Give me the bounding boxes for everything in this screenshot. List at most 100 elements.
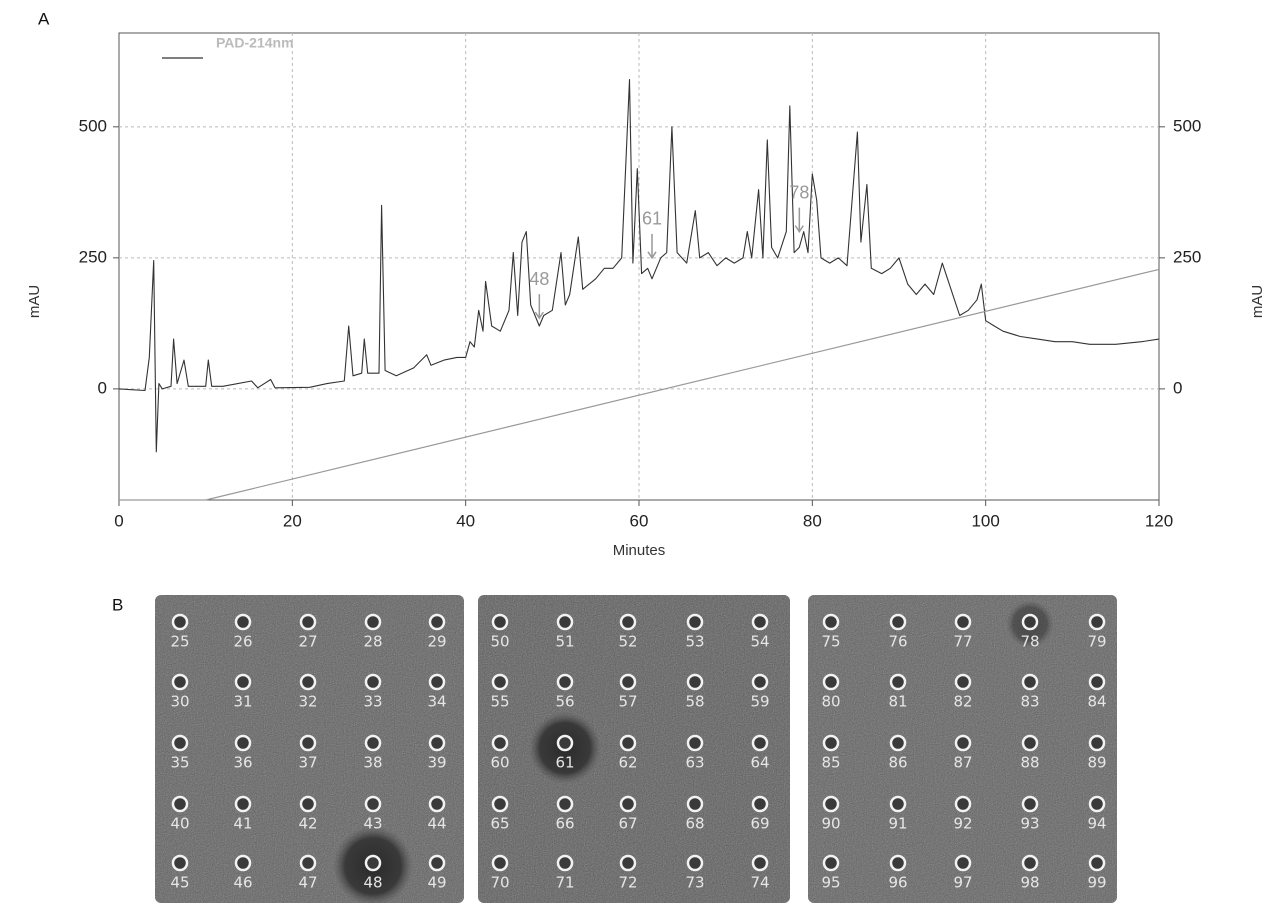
legend-label: PAD-214nm bbox=[216, 35, 294, 51]
well bbox=[751, 854, 769, 872]
plates: 25 26 27 28 29 30 31 32 33 34 35 36 37 38 39 40 41 42 43 44… bbox=[155, 595, 1117, 903]
well-number: 57 bbox=[618, 693, 637, 711]
well-number: 38 bbox=[363, 754, 382, 772]
well-number: 76 bbox=[888, 633, 907, 651]
plate bbox=[478, 595, 790, 903]
well bbox=[364, 613, 382, 631]
y2-axis-label: mAU bbox=[1249, 285, 1266, 318]
well-number: 32 bbox=[298, 693, 317, 711]
well-number: 39 bbox=[427, 754, 446, 772]
well bbox=[954, 795, 972, 813]
well-number: 90 bbox=[821, 815, 840, 833]
well-number: 96 bbox=[888, 874, 907, 892]
well bbox=[364, 673, 382, 691]
well bbox=[234, 673, 252, 691]
well-number: 98 bbox=[1020, 874, 1039, 892]
well-number: 81 bbox=[888, 693, 907, 711]
well bbox=[299, 673, 317, 691]
well bbox=[428, 854, 446, 872]
well-number: 91 bbox=[888, 815, 907, 833]
well bbox=[889, 854, 907, 872]
well-number: 66 bbox=[555, 815, 574, 833]
well bbox=[171, 673, 189, 691]
well-number: 42 bbox=[298, 815, 317, 833]
x-tick-label: 40 bbox=[456, 511, 475, 530]
well-number: 44 bbox=[427, 815, 446, 833]
well-number: 30 bbox=[170, 693, 189, 711]
well-number: 46 bbox=[233, 874, 252, 892]
x-tick-label: 60 bbox=[630, 511, 649, 530]
x-tick-label: 20 bbox=[283, 511, 302, 530]
well-number: 93 bbox=[1020, 815, 1039, 833]
well-number: 37 bbox=[298, 754, 317, 772]
well-number: 97 bbox=[953, 874, 972, 892]
x-tick-label: 120 bbox=[1145, 511, 1173, 530]
well bbox=[686, 795, 704, 813]
well-number: 54 bbox=[750, 633, 769, 651]
well bbox=[751, 673, 769, 691]
well-number: 99 bbox=[1087, 874, 1106, 892]
well bbox=[686, 673, 704, 691]
well bbox=[171, 613, 189, 631]
well bbox=[234, 613, 252, 631]
well-number: 87 bbox=[953, 754, 972, 772]
panel-label: A bbox=[38, 9, 50, 28]
well-number: 50 bbox=[490, 633, 509, 651]
well-number: 62 bbox=[618, 754, 637, 772]
plot-area: 0 20 40 60 80 100 120 0 250 500 0 250 500 Minutes mAU m… bbox=[26, 33, 1266, 559]
y2-tick-label: 500 bbox=[1173, 116, 1201, 135]
well bbox=[889, 613, 907, 631]
well-number: 31 bbox=[233, 693, 252, 711]
well-number: 56 bbox=[555, 693, 574, 711]
well-number: 27 bbox=[298, 633, 317, 651]
x-tick-label: 100 bbox=[971, 511, 999, 530]
well bbox=[556, 613, 574, 631]
well bbox=[954, 613, 972, 631]
well-number: 78 bbox=[1020, 633, 1039, 651]
well-number: 36 bbox=[233, 754, 252, 772]
well-number: 74 bbox=[750, 874, 769, 892]
well-number: 67 bbox=[618, 815, 637, 833]
well bbox=[171, 734, 189, 752]
well bbox=[954, 673, 972, 691]
well-number: 60 bbox=[490, 754, 509, 772]
well-number: 77 bbox=[953, 633, 972, 651]
well bbox=[1088, 673, 1106, 691]
well bbox=[1088, 613, 1106, 631]
well bbox=[491, 854, 509, 872]
well bbox=[686, 613, 704, 631]
well-number: 82 bbox=[953, 693, 972, 711]
well-number: 53 bbox=[685, 633, 704, 651]
well-number: 49 bbox=[427, 874, 446, 892]
well-number: 85 bbox=[821, 754, 840, 772]
well bbox=[1021, 613, 1039, 631]
well bbox=[428, 673, 446, 691]
well bbox=[954, 734, 972, 752]
x-tick-label: 0 bbox=[114, 511, 123, 530]
well bbox=[428, 734, 446, 752]
series-line bbox=[118, 79, 1160, 453]
well bbox=[1088, 795, 1106, 813]
y-tick-label: 250 bbox=[79, 247, 107, 266]
well-number: 83 bbox=[1020, 693, 1039, 711]
well bbox=[556, 673, 574, 691]
y-axis-label: mAU bbox=[26, 285, 43, 318]
well-number: 28 bbox=[363, 633, 382, 651]
annotation-arrow bbox=[794, 207, 804, 233]
well-number: 64 bbox=[750, 754, 769, 772]
well bbox=[299, 795, 317, 813]
well-number: 35 bbox=[170, 754, 189, 772]
well bbox=[491, 734, 509, 752]
well bbox=[234, 795, 252, 813]
well bbox=[171, 795, 189, 813]
well-number: 33 bbox=[363, 693, 382, 711]
well-number: 73 bbox=[685, 874, 704, 892]
well-number: 26 bbox=[233, 633, 252, 651]
well bbox=[364, 795, 382, 813]
well bbox=[822, 734, 840, 752]
well bbox=[299, 734, 317, 752]
well bbox=[1021, 795, 1039, 813]
well-number: 69 bbox=[750, 815, 769, 833]
well bbox=[619, 795, 637, 813]
well-number: 89 bbox=[1087, 754, 1106, 772]
